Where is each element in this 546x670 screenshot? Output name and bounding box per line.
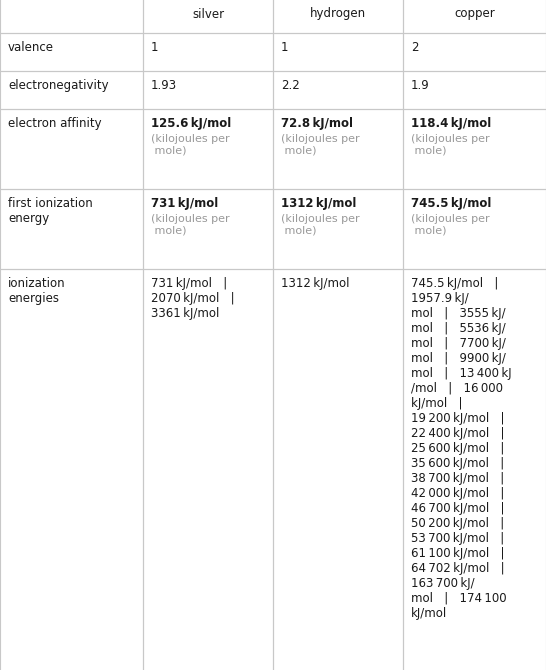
Text: 72.8 kJ/mol: 72.8 kJ/mol xyxy=(281,117,353,130)
Bar xyxy=(0,71,143,109)
Bar xyxy=(403,189,546,269)
Text: first ionization
energy: first ionization energy xyxy=(8,197,93,225)
Text: 731 kJ/mol   |
2070 kJ/mol   |
3361 kJ/mol: 731 kJ/mol | 2070 kJ/mol | 3361 kJ/mol xyxy=(151,277,235,320)
Bar xyxy=(143,109,273,189)
Text: (kilojoules per
 mole): (kilojoules per mole) xyxy=(411,214,490,235)
Text: silver: silver xyxy=(192,7,224,21)
Bar xyxy=(403,71,546,109)
Text: 745.5 kJ/mol   |
1957.9 kJ/
mol   |   3555 kJ/
mol   |   5536 kJ/
mol   |   7700: 745.5 kJ/mol | 1957.9 kJ/ mol | 3555 kJ/… xyxy=(411,277,512,620)
Bar xyxy=(143,189,273,269)
Text: 1312 kJ/mol: 1312 kJ/mol xyxy=(281,277,349,290)
Text: 745.5 kJ/mol: 745.5 kJ/mol xyxy=(411,197,491,210)
Text: hydrogen: hydrogen xyxy=(310,7,366,21)
Bar xyxy=(0,33,143,71)
Text: electronegativity: electronegativity xyxy=(8,79,109,92)
Bar xyxy=(403,33,546,71)
Bar xyxy=(143,71,273,109)
Text: copper: copper xyxy=(454,7,495,21)
Text: valence: valence xyxy=(8,41,54,54)
Bar xyxy=(143,269,273,670)
Text: 2: 2 xyxy=(411,41,418,54)
Bar xyxy=(403,0,546,33)
Bar xyxy=(403,269,546,670)
Text: 118.4 kJ/mol: 118.4 kJ/mol xyxy=(411,117,491,130)
Text: 1.93: 1.93 xyxy=(151,79,177,92)
Text: (kilojoules per
 mole): (kilojoules per mole) xyxy=(151,133,230,155)
Bar xyxy=(0,269,143,670)
Bar xyxy=(0,189,143,269)
Text: 1: 1 xyxy=(151,41,158,54)
Bar xyxy=(143,0,273,33)
Bar xyxy=(143,33,273,71)
Text: electron affinity: electron affinity xyxy=(8,117,102,130)
Text: 1: 1 xyxy=(281,41,288,54)
Text: (kilojoules per
 mole): (kilojoules per mole) xyxy=(281,214,360,235)
Text: 1312 kJ/mol: 1312 kJ/mol xyxy=(281,197,357,210)
Bar xyxy=(273,109,403,189)
Bar xyxy=(273,33,403,71)
Text: (kilojoules per
 mole): (kilojoules per mole) xyxy=(281,133,360,155)
Bar xyxy=(403,109,546,189)
Text: 1.9: 1.9 xyxy=(411,79,430,92)
Bar xyxy=(0,0,143,33)
Bar xyxy=(273,0,403,33)
Bar xyxy=(273,189,403,269)
Bar xyxy=(273,269,403,670)
Text: 125.6 kJ/mol: 125.6 kJ/mol xyxy=(151,117,232,130)
Text: 731 kJ/mol: 731 kJ/mol xyxy=(151,197,218,210)
Text: ionization
energies: ionization energies xyxy=(8,277,66,305)
Bar xyxy=(0,109,143,189)
Text: 2.2: 2.2 xyxy=(281,79,300,92)
Bar xyxy=(273,71,403,109)
Text: (kilojoules per
 mole): (kilojoules per mole) xyxy=(411,133,490,155)
Text: (kilojoules per
 mole): (kilojoules per mole) xyxy=(151,214,230,235)
